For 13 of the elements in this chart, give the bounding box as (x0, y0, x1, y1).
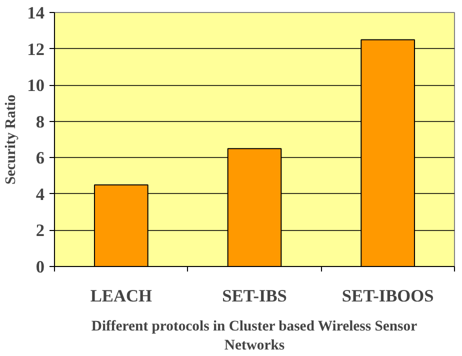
y-tick-label: 12 (27, 40, 44, 59)
x-tick-label: SET-IBS (222, 286, 287, 306)
y-tick-label: 2 (36, 221, 45, 240)
y-tick-label: 4 (36, 184, 45, 204)
y-tick-label: 14 (27, 4, 45, 22)
y-tick-label: 10 (27, 76, 44, 96)
y-axis-title: Security Ratio (3, 94, 20, 184)
y-tick-label: 0 (36, 258, 45, 276)
x-tick-label: LEACH (90, 286, 152, 306)
x-axis-title: Different protocols in Cluster based Wireless Sensor Networks (91, 318, 418, 354)
x-tick-label: SET-IBOOS (342, 286, 434, 306)
y-tick-label: 8 (36, 112, 45, 132)
y-tick-label: 6 (36, 148, 45, 168)
